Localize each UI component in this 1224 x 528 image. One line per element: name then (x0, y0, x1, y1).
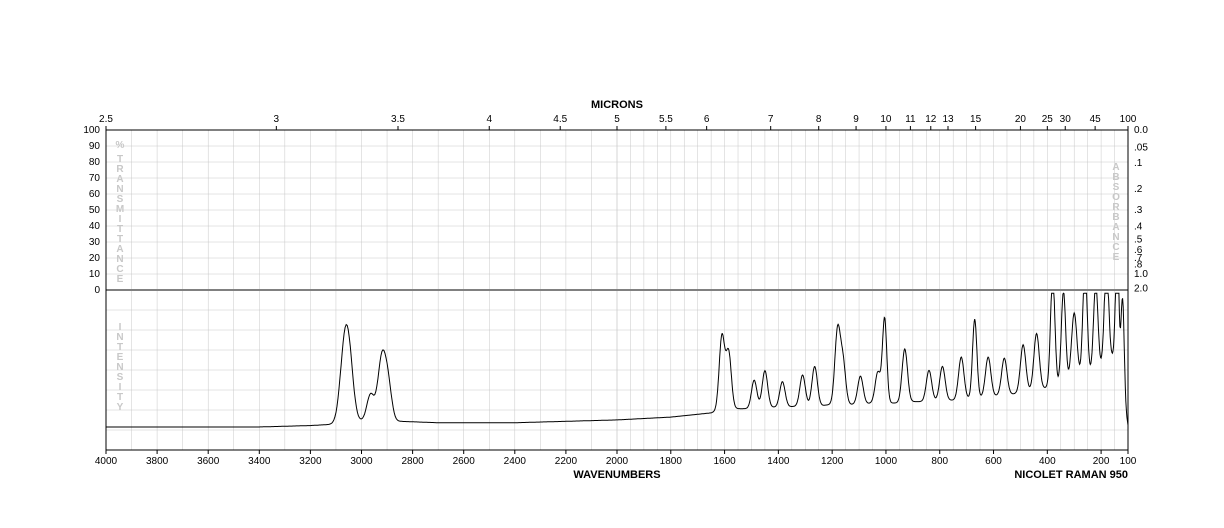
svg-text:50: 50 (89, 205, 101, 216)
svg-text:12: 12 (925, 114, 937, 125)
svg-text:2.0: 2.0 (1134, 283, 1148, 294)
svg-text:6: 6 (704, 114, 710, 125)
svg-text:70: 70 (89, 173, 101, 184)
svg-text:100: 100 (1120, 114, 1137, 125)
svg-text:45: 45 (1090, 114, 1102, 125)
svg-text:11: 11 (905, 114, 916, 125)
svg-text:Y: Y (117, 402, 124, 413)
svg-text:100: 100 (83, 125, 100, 136)
svg-text:10: 10 (89, 269, 101, 280)
svg-text:30: 30 (1060, 114, 1072, 125)
svg-text:1000: 1000 (875, 456, 898, 467)
svg-text:40: 40 (89, 221, 101, 232)
svg-text:3.5: 3.5 (391, 114, 405, 125)
spectrum-chart: 01020304050607080901000.0.05.1.2.3.4.5.6… (0, 0, 1224, 528)
svg-text:1200: 1200 (821, 456, 844, 467)
svg-text:0: 0 (94, 285, 100, 296)
svg-text:3800: 3800 (146, 456, 169, 467)
svg-text:20: 20 (89, 253, 101, 264)
chart-svg: 01020304050607080901000.0.05.1.2.3.4.5.6… (0, 0, 1224, 528)
svg-text:200: 200 (1093, 456, 1110, 467)
svg-text:4.5: 4.5 (553, 114, 567, 125)
svg-text:30: 30 (89, 237, 101, 248)
svg-text:100: 100 (1120, 456, 1137, 467)
svg-text:0.0: 0.0 (1134, 125, 1148, 136)
svg-text:1800: 1800 (660, 456, 683, 467)
svg-text:2600: 2600 (453, 456, 476, 467)
svg-text:10: 10 (880, 114, 892, 125)
x-bottom-title: WAVENUMBERS (573, 469, 660, 481)
svg-text:600: 600 (985, 456, 1002, 467)
x-top-title: MICRONS (591, 99, 643, 111)
svg-text:E: E (1113, 252, 1120, 263)
svg-text:2400: 2400 (504, 456, 527, 467)
svg-text:2800: 2800 (401, 456, 424, 467)
svg-text:%: % (116, 140, 125, 151)
svg-text:3600: 3600 (197, 456, 220, 467)
svg-text:15: 15 (970, 114, 982, 125)
brand-label: NICOLET RAMAN 950 (1014, 469, 1128, 481)
svg-text:4000: 4000 (95, 456, 118, 467)
svg-text:.5: .5 (1134, 234, 1143, 245)
svg-text:3000: 3000 (350, 456, 373, 467)
svg-text:.4: .4 (1134, 221, 1143, 232)
svg-text:5: 5 (614, 114, 620, 125)
svg-text:4: 4 (486, 114, 492, 125)
svg-text:.05: .05 (1134, 142, 1148, 153)
svg-text:5.5: 5.5 (659, 114, 673, 125)
svg-text:2.5: 2.5 (99, 114, 113, 125)
svg-text:90: 90 (89, 141, 101, 152)
svg-text:1600: 1600 (713, 456, 736, 467)
svg-text:20: 20 (1015, 114, 1027, 125)
svg-text:1400: 1400 (767, 456, 790, 467)
svg-text:9: 9 (853, 114, 859, 125)
svg-text:3400: 3400 (248, 456, 271, 467)
svg-text:3200: 3200 (299, 456, 322, 467)
svg-text:1.0: 1.0 (1134, 269, 1148, 280)
svg-text:3: 3 (274, 114, 280, 125)
svg-text:2200: 2200 (555, 456, 578, 467)
svg-text:60: 60 (89, 189, 101, 200)
svg-text:25: 25 (1042, 114, 1054, 125)
svg-text:E: E (117, 274, 124, 285)
svg-text:13: 13 (942, 114, 954, 125)
svg-text:.2: .2 (1134, 184, 1143, 195)
svg-text:8: 8 (816, 114, 822, 125)
svg-text:.1: .1 (1134, 158, 1143, 169)
svg-text:400: 400 (1039, 456, 1056, 467)
svg-text:800: 800 (931, 456, 948, 467)
svg-text:7: 7 (768, 114, 774, 125)
svg-text:80: 80 (89, 157, 101, 168)
svg-text:2000: 2000 (606, 456, 629, 467)
svg-text:.3: .3 (1134, 205, 1143, 216)
